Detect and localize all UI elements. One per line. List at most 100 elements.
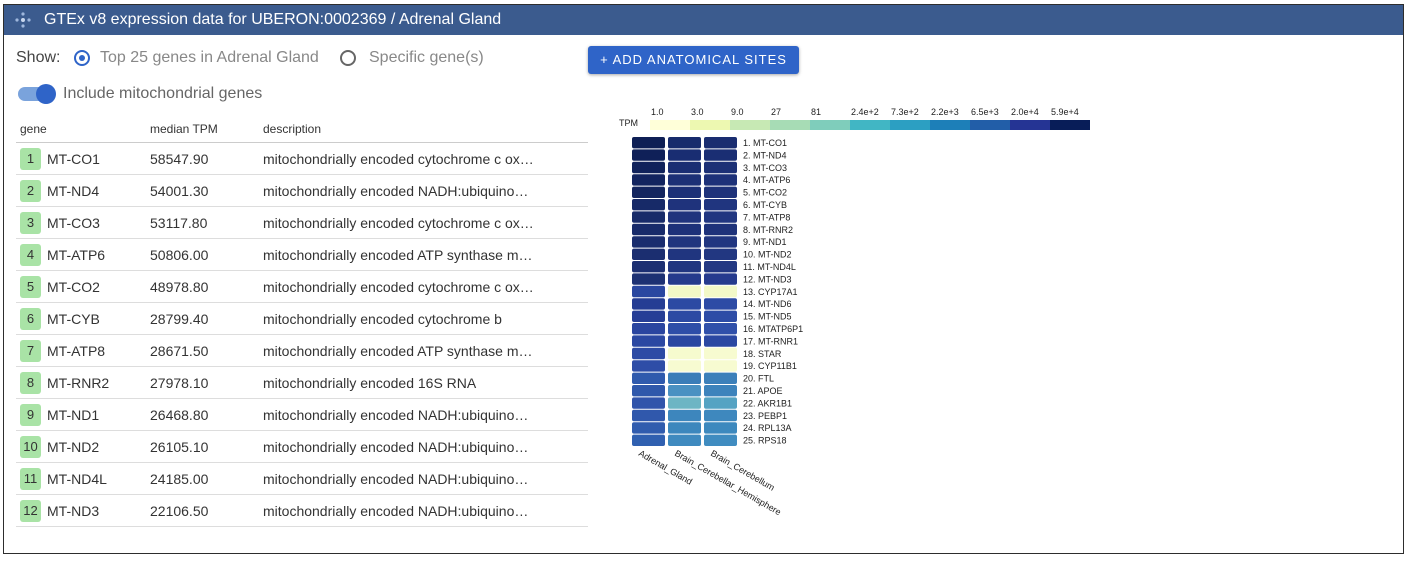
heatmap-cell[interactable]: [668, 161, 701, 174]
row-label[interactable]: 20. FTL: [743, 374, 774, 384]
column-header-median-tpm[interactable]: median TPM: [150, 116, 263, 143]
heatmap-cell[interactable]: [704, 223, 737, 236]
specific-genes-radio[interactable]: [340, 50, 356, 66]
include-mito-toggle[interactable]: [18, 84, 56, 104]
heatmap-cell[interactable]: [632, 409, 665, 422]
table-row[interactable]: 3 MT-CO3 53117.80 mitochondrially encoded c…: [16, 206, 588, 239]
heatmap-cell[interactable]: [632, 347, 665, 360]
heatmap-cell[interactable]: [704, 310, 737, 322]
gene-symbol[interactable]: MT-RNR2: [47, 374, 110, 391]
heatmap-cell[interactable]: [704, 149, 737, 161]
heatmap-cell[interactable]: [704, 285, 737, 298]
row-label[interactable]: 6. MT-CYB: [743, 200, 787, 210]
top-genes-radio[interactable]: [74, 50, 90, 66]
heatmap-cell[interactable]: [632, 161, 665, 174]
row-label[interactable]: 9. MT-ND1: [743, 237, 787, 247]
heatmap-cell[interactable]: [632, 397, 665, 409]
heatmap-cell[interactable]: [668, 323, 701, 335]
row-label[interactable]: 19. CYP11B1: [743, 361, 797, 371]
row-label[interactable]: 3. MT-CO3: [743, 163, 787, 173]
gene-symbol[interactable]: MT-CO1: [47, 150, 100, 167]
heatmap-cell[interactable]: [632, 285, 665, 298]
column-header-gene[interactable]: gene: [16, 116, 150, 143]
heatmap-cell[interactable]: [704, 335, 737, 347]
heatmap-cell[interactable]: [704, 199, 737, 211]
heatmap-cell[interactable]: [668, 360, 701, 372]
heatmap-cell[interactable]: [632, 273, 665, 285]
heatmap-cell[interactable]: [632, 298, 665, 310]
gene-symbol[interactable]: MT-ND4: [47, 182, 100, 199]
column-header-description[interactable]: description: [263, 116, 588, 143]
heatmap-cell[interactable]: [632, 323, 665, 335]
heatmap-cell[interactable]: [704, 360, 737, 372]
heatmap-cell[interactable]: [704, 236, 737, 248]
heatmap-cell[interactable]: [704, 298, 737, 310]
row-label[interactable]: 18. STAR: [743, 349, 782, 359]
row-label[interactable]: 7. MT-ATP8: [743, 212, 790, 222]
table-row[interactable]: 12 MT-ND3 22106.50 mitochondrially encoded …: [16, 494, 588, 527]
heatmap-cell[interactable]: [704, 434, 737, 446]
heatmap-cell[interactable]: [668, 409, 701, 422]
gene-symbol[interactable]: MT-CO2: [47, 278, 100, 295]
gene-symbol[interactable]: MT-ATP8: [47, 342, 106, 359]
heatmap-cell[interactable]: [668, 298, 701, 310]
heatmap-cell[interactable]: [704, 323, 737, 335]
row-label[interactable]: 8. MT-RNR2: [743, 225, 793, 235]
heatmap-cell[interactable]: [668, 211, 701, 223]
heatmap-cell[interactable]: [668, 397, 701, 409]
heatmap-cell[interactable]: [704, 347, 737, 360]
row-label[interactable]: 25. RPS18: [743, 436, 787, 446]
heatmap-cell[interactable]: [704, 273, 737, 285]
row-label[interactable]: 2. MT-ND4: [743, 150, 787, 160]
heatmap-cell[interactable]: [668, 422, 701, 434]
heatmap-cell[interactable]: [668, 149, 701, 161]
heatmap-cell[interactable]: [632, 434, 665, 446]
specific-genes-option-label[interactable]: Specific gene(s): [369, 49, 484, 66]
heatmap-cell[interactable]: [632, 385, 665, 397]
heatmap-cell[interactable]: [704, 161, 737, 174]
table-row[interactable]: 11 MT-ND4L 24185.00 mitochondrially encoded…: [16, 462, 588, 495]
heatmap-cell[interactable]: [632, 372, 665, 384]
row-label[interactable]: 16. MTATP6P1: [743, 324, 803, 334]
table-row[interactable]: 10 MT-ND2 26105.10 mitochondrially encoded …: [16, 430, 588, 463]
row-label[interactable]: 23. PEBP1: [743, 411, 787, 421]
heatmap-cell[interactable]: [632, 149, 665, 161]
heatmap-cell[interactable]: [668, 186, 701, 198]
row-label[interactable]: 21. APOE: [743, 386, 783, 396]
heatmap-cell[interactable]: [632, 360, 665, 372]
heatmap-cell[interactable]: [632, 236, 665, 248]
heatmap-cell[interactable]: [668, 335, 701, 347]
heatmap-cell[interactable]: [704, 186, 737, 198]
table-row[interactable]: 7 MT-ATP8 28671.50 mitochondrially encoded …: [16, 334, 588, 367]
row-label[interactable]: 1. MT-CO1: [743, 138, 787, 148]
heatmap-cell[interactable]: [632, 310, 665, 322]
heatmap-cell[interactable]: [704, 248, 737, 260]
heatmap-cell[interactable]: [632, 137, 665, 149]
heatmap-cell[interactable]: [668, 273, 701, 285]
row-label[interactable]: 11. MT-ND4L: [743, 262, 796, 272]
heatmap-cell[interactable]: [668, 248, 701, 260]
heatmap-cell[interactable]: [704, 385, 737, 397]
row-label[interactable]: 15. MT-ND5: [743, 312, 792, 322]
row-label[interactable]: 24. RPL13A: [743, 423, 792, 433]
row-label[interactable]: 5. MT-CO2: [743, 188, 787, 198]
gene-symbol[interactable]: MT-ND3: [47, 502, 100, 519]
heatmap-cell[interactable]: [704, 372, 737, 384]
heatmap-cell[interactable]: [704, 409, 737, 422]
heatmap-cell[interactable]: [668, 199, 701, 211]
gene-symbol[interactable]: MT-ND2: [47, 438, 100, 455]
heatmap-cell[interactable]: [632, 223, 665, 236]
heatmap-cell[interactable]: [668, 285, 701, 298]
row-label[interactable]: 4. MT-ATP6: [743, 175, 790, 185]
heatmap-cell[interactable]: [632, 422, 665, 434]
heatmap-cell[interactable]: [704, 174, 737, 186]
heatmap-cell[interactable]: [632, 335, 665, 347]
add-anatomical-sites-button[interactable]: + ADD ANATOMICAL SITES: [588, 46, 799, 74]
heatmap-cell[interactable]: [668, 347, 701, 360]
row-label[interactable]: 12. MT-ND3: [743, 274, 792, 284]
row-label[interactable]: 22. AKR1B1: [743, 398, 792, 408]
heatmap-cell[interactable]: [668, 310, 701, 322]
gene-symbol[interactable]: MT-CO3: [47, 214, 100, 231]
heatmap-cell[interactable]: [632, 248, 665, 260]
row-label[interactable]: 13. CYP17A1: [743, 287, 798, 297]
